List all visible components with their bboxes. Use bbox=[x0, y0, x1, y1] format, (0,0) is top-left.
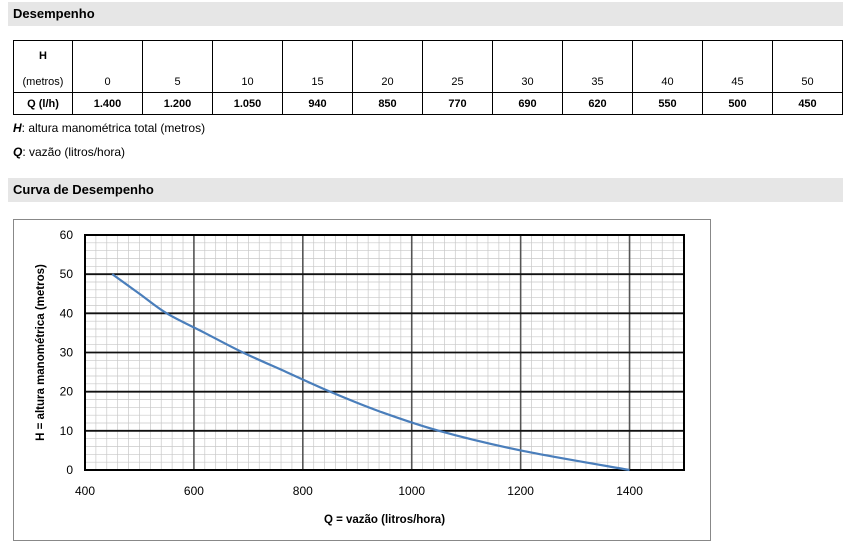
y-tick-label: 50 bbox=[60, 267, 74, 281]
y-tick-label: 20 bbox=[60, 385, 74, 399]
h-label: H bbox=[39, 50, 47, 62]
note-q-text: : vazão (litros/hora) bbox=[22, 145, 126, 159]
table-cell-h: 40 bbox=[632, 40, 703, 93]
table-cell-h: 5 bbox=[142, 40, 213, 93]
note-h-text: : altura manométrica total (metros) bbox=[21, 121, 206, 135]
x-tick-label: 1400 bbox=[616, 484, 643, 498]
x-tick-label: 1000 bbox=[398, 484, 425, 498]
section-header-desempenho: Desempenho bbox=[8, 2, 843, 26]
note-q-symbol: Q bbox=[13, 145, 23, 159]
performance-chart: 400 600 800 1000 1200 1400 0 10 20 30 40 50 60 Q = v… bbox=[35, 228, 685, 526]
note-h-symbol: H bbox=[13, 121, 22, 135]
table-cell-q: 1.050 bbox=[212, 92, 283, 115]
y-tick-label: 0 bbox=[66, 463, 73, 477]
table-cell-q: 1.200 bbox=[142, 92, 213, 115]
major-grid bbox=[85, 235, 684, 470]
table-header-q: Q (l/h) bbox=[13, 92, 73, 115]
table-cell-q: 690 bbox=[492, 92, 563, 115]
table-cell-q: 550 bbox=[632, 92, 703, 115]
plot-frame bbox=[84, 234, 685, 471]
table-cell-h: 15 bbox=[282, 40, 353, 93]
table-cell-q: 620 bbox=[562, 92, 633, 115]
table-cell-h: 35 bbox=[562, 40, 633, 93]
table-cell-q: 940 bbox=[282, 92, 353, 115]
x-axis-label: Q = vazão (litros/hora) bbox=[324, 514, 445, 526]
x-tick-label: 600 bbox=[184, 484, 204, 498]
y-tick-label: 10 bbox=[60, 424, 74, 438]
table-header-h: H (metros) bbox=[13, 40, 73, 93]
table-cell-h: 50 bbox=[772, 40, 843, 93]
performance-table: H (metros) 0 5 10 15 20 25 30 35 40 45 5… bbox=[13, 40, 843, 115]
table-row-h: H (metros) 0 5 10 15 20 25 30 35 40 45 5… bbox=[13, 40, 843, 93]
h-unit: (metros) bbox=[22, 76, 64, 88]
x-tick-label: 1200 bbox=[507, 484, 534, 498]
y-tick-label: 30 bbox=[60, 346, 74, 360]
table-cell-h: 10 bbox=[212, 40, 283, 93]
table-cell-h: 20 bbox=[352, 40, 423, 93]
table-cell-h: 25 bbox=[422, 40, 493, 93]
y-tick-label: 60 bbox=[60, 228, 74, 242]
x-tick-label: 800 bbox=[293, 484, 313, 498]
table-cell-q: 500 bbox=[702, 92, 773, 115]
y-tick-label: 40 bbox=[60, 306, 74, 320]
section-title: Desempenho bbox=[13, 6, 95, 21]
table-cell-q: 1.400 bbox=[72, 92, 143, 115]
y-axis-label: H = altura manométrica (metros) bbox=[35, 264, 47, 441]
table-cell-h: 30 bbox=[492, 40, 563, 93]
table-cell-h: 0 bbox=[72, 40, 143, 93]
table-cell-h: 45 bbox=[702, 40, 773, 93]
table-cell-q: 850 bbox=[352, 92, 423, 115]
note-h: H: altura manométrica total (metros) bbox=[13, 121, 205, 135]
table-cell-q: 450 bbox=[772, 92, 843, 115]
series-line bbox=[111, 273, 630, 472]
note-q: Q: vazão (litros/hora) bbox=[13, 145, 125, 159]
table-cell-q: 770 bbox=[422, 92, 493, 115]
x-tick-label: 400 bbox=[75, 484, 95, 498]
table-row-q: Q (l/h) 1.400 1.200 1.050 940 850 770 69… bbox=[13, 92, 843, 115]
section-header-curva: Curva de Desempenho bbox=[8, 178, 843, 202]
section-title: Curva de Desempenho bbox=[13, 182, 154, 197]
tick-labels: 400 600 800 1000 1200 1400 0 10 20 30 40 50 60 bbox=[60, 228, 644, 498]
chart-container: 400 600 800 1000 1200 1400 0 10 20 30 40 50 60 Q = v… bbox=[13, 219, 711, 541]
